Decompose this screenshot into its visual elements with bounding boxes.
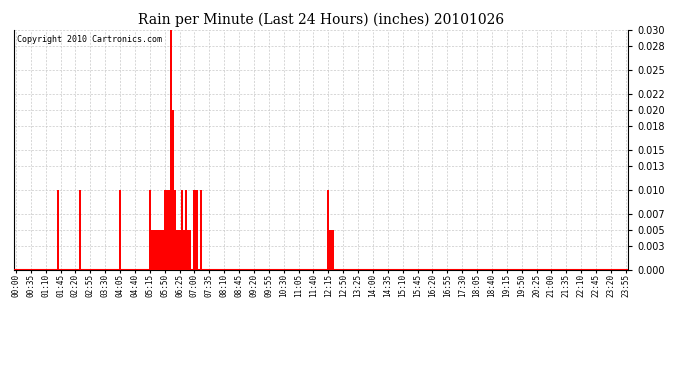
Bar — [179, 230, 181, 270]
Bar — [155, 230, 157, 270]
Bar — [172, 110, 175, 270]
Bar — [175, 190, 177, 270]
Bar — [331, 230, 333, 270]
Bar — [164, 190, 166, 270]
Bar — [159, 230, 161, 270]
Bar — [183, 230, 185, 270]
Bar — [153, 230, 155, 270]
Text: Copyright 2010 Cartronics.com: Copyright 2010 Cartronics.com — [17, 35, 162, 44]
Bar — [193, 190, 195, 270]
Bar — [195, 190, 197, 270]
Bar — [79, 190, 81, 270]
Bar — [161, 230, 164, 270]
Bar — [149, 190, 151, 270]
Bar — [189, 230, 191, 270]
Bar — [185, 190, 187, 270]
Bar — [170, 30, 172, 270]
Bar — [168, 190, 170, 270]
Bar — [199, 190, 202, 270]
Bar — [329, 230, 331, 270]
Bar — [57, 190, 59, 270]
Title: Rain per Minute (Last 24 Hours) (inches) 20101026: Rain per Minute (Last 24 Hours) (inches)… — [138, 13, 504, 27]
Bar — [177, 230, 179, 270]
Bar — [187, 230, 189, 270]
Bar — [119, 190, 121, 270]
Bar — [151, 230, 153, 270]
Bar — [327, 190, 329, 270]
Bar — [157, 230, 159, 270]
Bar — [166, 190, 168, 270]
Bar — [181, 190, 183, 270]
